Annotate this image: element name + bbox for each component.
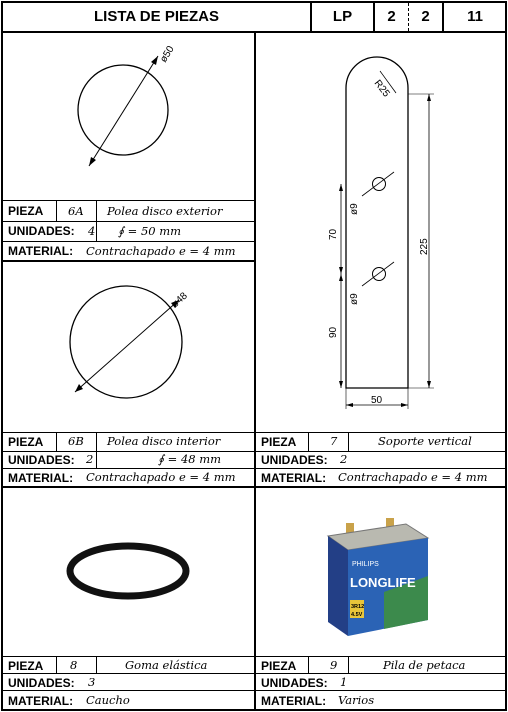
header-divider	[310, 1, 312, 32]
units-6a: 4	[88, 224, 96, 238]
battery-voltage: 4.5V	[351, 612, 363, 618]
label-material: MATERIAL:	[261, 694, 327, 708]
pulley-circle-6b	[69, 285, 183, 399]
dim-width: 50	[371, 395, 383, 406]
header-divider	[373, 1, 375, 32]
piece-name-8: Goma elástica	[125, 658, 208, 672]
sheet-number-2: 2	[421, 8, 430, 25]
drawing-6a: ø50	[77, 44, 177, 167]
material-9: Varios	[338, 693, 375, 707]
label-pieza: PIEZA	[8, 659, 44, 673]
piece-id-7: 7	[330, 434, 338, 448]
label-unidades: UNIDADES:	[8, 224, 75, 238]
piece-name-6b: Polea disco interior	[107, 434, 221, 448]
rubber-band	[66, 542, 190, 600]
piece-id-9: 9	[330, 658, 338, 672]
battery-brand: PHILIPS	[352, 561, 379, 568]
label-material: MATERIAL:	[8, 244, 74, 258]
hole-lower	[372, 267, 386, 281]
label-pieza: PIEZA	[261, 659, 297, 673]
battery-image: PHILIPS LONGLIFE 3R12 4.5V	[326, 518, 430, 636]
material-8: Caucho	[86, 693, 130, 707]
dim-label-6b: ø48	[170, 290, 190, 310]
units-8: 3	[88, 675, 96, 689]
piece-name-7: Soporte vertical	[378, 434, 472, 448]
label-pieza: PIEZA	[8, 435, 44, 449]
drawing-7: R25 ø9 ø9 70 90 225 50	[328, 56, 434, 409]
drawing-6b: ø48	[69, 285, 190, 399]
dim-225: 225	[419, 238, 430, 255]
label-material: MATERIAL:	[261, 471, 327, 485]
diameter-6b: ∮ = 48 mm	[158, 452, 222, 466]
diameter-line-6a	[88, 55, 159, 167]
units-6b: 2	[86, 452, 94, 466]
dim-70: 70	[328, 228, 339, 240]
units-7: 2	[340, 452, 348, 466]
rubber-band-image	[66, 542, 190, 600]
label-unidades: UNIDADES:	[261, 676, 328, 690]
label-pieza: PIEZA	[261, 435, 297, 449]
piece-name-9: Pila de petaca	[383, 658, 466, 672]
label-pieza: PIEZA	[8, 204, 44, 218]
piece-id-6a: 6A	[68, 204, 84, 218]
label-material: MATERIAL:	[8, 694, 74, 708]
diameter-6a: ∮ = 50 mm	[118, 224, 182, 238]
battery-product: LONGLIFE	[350, 575, 416, 590]
sheet-number-3: 11	[467, 8, 483, 25]
dim-radius: R25	[372, 78, 392, 100]
sheet-code: LP	[332, 8, 353, 25]
hole-upper	[372, 177, 386, 191]
material-6b: Contrachapado e = 4 mm	[86, 470, 236, 484]
piece-name-6a: Polea disco exterior	[107, 204, 223, 218]
dim-hole-lower: ø9	[349, 293, 360, 305]
dim-90: 90	[328, 326, 339, 338]
page-title: LISTA DE PIEZAS	[93, 8, 219, 25]
label-unidades: UNIDADES:	[8, 676, 75, 690]
piece-id-6b: 6B	[68, 434, 84, 448]
piece-id-8: 8	[70, 658, 78, 672]
battery-side	[328, 536, 348, 636]
label-material: MATERIAL:	[8, 471, 74, 485]
units-9: 1	[340, 675, 348, 689]
pulley-circle-6a	[77, 64, 169, 156]
diameter-line-6b	[74, 299, 180, 393]
material-7: Contrachapado e = 4 mm	[338, 470, 488, 484]
dim-hole-upper: ø9	[349, 203, 360, 215]
dim-label-6a: ø50	[158, 44, 177, 65]
sheet-number-1: 2	[387, 8, 396, 25]
battery-model: 3R12	[351, 604, 364, 610]
header-dotted-divider	[408, 3, 409, 31]
label-unidades: UNIDADES:	[261, 453, 328, 467]
column-divider	[254, 32, 256, 711]
label-unidades: UNIDADES:	[8, 453, 75, 467]
material-6a: Contrachapado e = 4 mm	[86, 244, 236, 258]
header-divider	[442, 1, 444, 32]
support-outline	[345, 56, 409, 389]
